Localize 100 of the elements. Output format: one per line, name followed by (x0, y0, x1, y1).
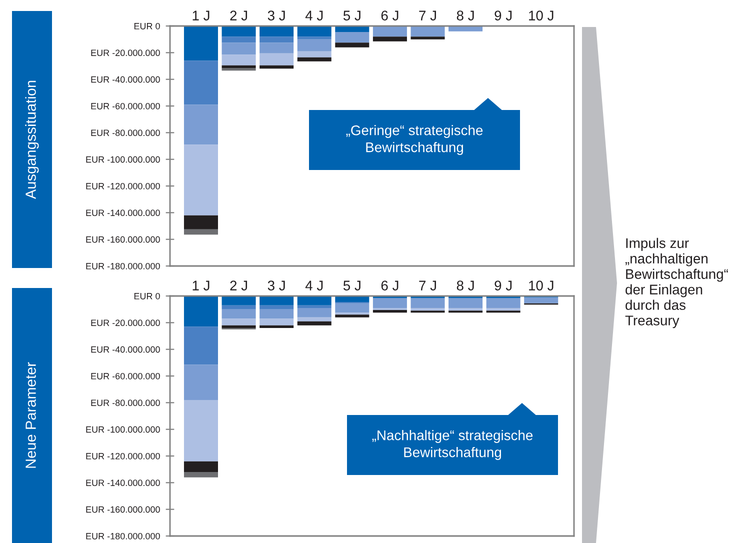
bar (486, 298, 520, 308)
annotation: „Nachhaltige“ strategische Bewirtschaftung (372, 430, 533, 460)
bar (222, 65, 256, 68)
y-tick-label: EUR -120.000.000 (86, 182, 160, 190)
bar (222, 42, 256, 55)
x-tick-label: 6 J (381, 10, 398, 20)
bar (184, 215, 218, 230)
bar (222, 318, 256, 326)
x-tick-label: 1 J (192, 10, 210, 20)
bar (184, 296, 218, 327)
bar (184, 144, 218, 216)
bar (410, 26, 445, 37)
y-tick-label: EUR 0 (134, 22, 160, 30)
x-tick-label: 5 J (343, 10, 360, 20)
bar (335, 32, 370, 43)
text: Impuls zur „nachhaltigen Bewirtschaftung“ der Einlagen durch das Treasury (625, 238, 728, 328)
y-tick-label: EUR -180.000.000 (86, 532, 160, 540)
bar (335, 42, 370, 48)
y-tick-label: EUR -100.000.000 (86, 426, 160, 433)
x-tick-label: 7 J (419, 280, 436, 290)
y-tick-label: EUR -20.000.000 (91, 50, 160, 56)
y-tick-label: EUR 0 (134, 292, 160, 300)
y-tick-label: EUR -60.000.000 (91, 102, 160, 110)
bar (297, 296, 332, 306)
bar (260, 65, 294, 69)
bar (184, 364, 218, 400)
bar (372, 310, 407, 313)
y-tick-label: EUR -140.000.000 (86, 210, 160, 216)
bar (448, 298, 483, 308)
bar (297, 51, 332, 58)
bar (297, 305, 332, 308)
y-tick-label: EUR -160.000.000 (86, 506, 160, 513)
bar (222, 309, 256, 319)
bar (297, 308, 332, 318)
bar (222, 68, 256, 71)
x-tick-label: 4 J (305, 10, 323, 20)
bar (297, 321, 332, 326)
bar (410, 298, 445, 308)
y-tick-label: EUR -140.000.000 (86, 480, 160, 486)
y-tick-label: EUR -40.000.000 (91, 76, 160, 83)
x-tick-label: 4 J (305, 280, 323, 290)
bar (260, 325, 294, 328)
x-tick-label: 10 J (529, 10, 554, 20)
y-tick-label: EUR -120.000.000 (86, 452, 160, 460)
bar (335, 303, 370, 313)
y-tick-label: EUR -60.000.000 (91, 372, 160, 380)
bar (486, 308, 520, 311)
bar (222, 325, 256, 328)
bar (260, 26, 294, 37)
bar (297, 317, 332, 322)
y-tick-label: EUR -20.000.000 (91, 320, 160, 326)
y-tick-label: EUR -100.000.000 (86, 156, 160, 163)
x-tick-label: 1 J (192, 280, 210, 290)
x-tick-label: 5 J (343, 280, 360, 290)
bar (260, 53, 294, 66)
bar (222, 305, 256, 310)
bar (222, 296, 256, 306)
bar (448, 26, 483, 32)
bar (260, 318, 294, 326)
bar (448, 308, 483, 311)
bar (260, 36, 294, 43)
x-tick-label: 10 J (529, 280, 554, 290)
bar (524, 297, 558, 304)
bar (184, 400, 218, 462)
text: Neue Parameter (26, 362, 36, 468)
bar (260, 42, 294, 54)
bar (410, 36, 445, 40)
bar (184, 26, 218, 61)
bar (297, 36, 332, 40)
bar (372, 36, 407, 42)
y-tick-label: EUR -80.000.000 (91, 400, 160, 406)
bar (184, 472, 218, 478)
y-tick-label: EUR -160.000.000 (86, 236, 160, 243)
bar (184, 461, 218, 472)
x-tick-label: 8 J (456, 10, 474, 20)
x-tick-label: 9 J (494, 280, 512, 290)
bar (222, 36, 256, 43)
y-tick-label: EUR -80.000.000 (91, 130, 160, 136)
bar (260, 305, 294, 310)
bar (222, 54, 256, 66)
x-tick-label: 8 J (456, 280, 474, 290)
bar (184, 104, 218, 145)
x-tick-label: 2 J (230, 280, 248, 290)
bar (372, 26, 407, 37)
annotation: „Geringe“ strategische Bewirtschaftung (346, 125, 483, 155)
text: Ausgangssituation (25, 80, 39, 200)
bar (335, 296, 370, 302)
bar (260, 309, 294, 319)
x-tick-label: 3 J (268, 280, 285, 290)
bar (297, 57, 332, 62)
bar (260, 296, 294, 306)
bar (297, 26, 332, 37)
bar (222, 26, 256, 37)
bar (335, 314, 370, 318)
x-tick-label: 3 J (268, 10, 285, 20)
bar (335, 26, 370, 32)
x-tick-label: 9 J (494, 10, 512, 20)
bar (297, 39, 332, 52)
y-tick-label: EUR -180.000.000 (86, 262, 160, 270)
x-tick-label: 7 J (419, 10, 436, 20)
